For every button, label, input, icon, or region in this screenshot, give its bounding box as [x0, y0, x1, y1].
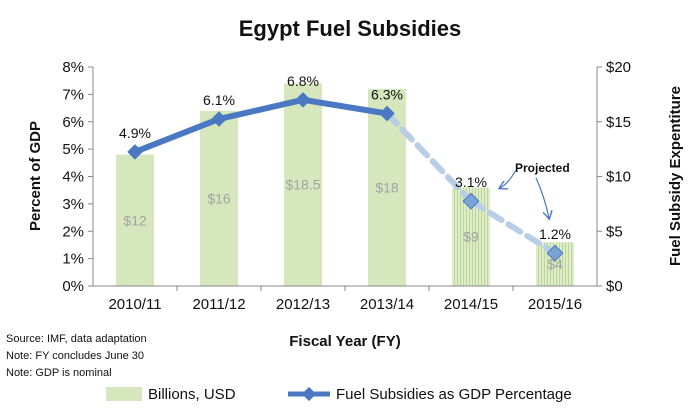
line-segment-2010/11-2011/12 [132, 116, 222, 155]
line-segment-2013/14-2014/15 [384, 110, 474, 205]
legend-bar-swatch [106, 387, 142, 401]
y-axis-right-title: Fuel Subsidy Expentiture [667, 86, 684, 266]
left-tick-label: 2% [62, 223, 84, 240]
line-series-layer [127, 92, 564, 262]
line-segment-2011/12-2012/13 [216, 96, 306, 123]
x-tick-label-2015/16: 2015/16 [528, 296, 582, 313]
x-tick-label-2014/15: 2014/15 [444, 296, 498, 313]
line-point-2015/16 [546, 244, 564, 262]
bar-2010/11 [116, 154, 154, 286]
x-tick-label-2011/12: 2011/12 [192, 296, 245, 313]
right-tick-label: $10 [606, 169, 631, 186]
bars-layer [116, 83, 574, 287]
line-label-2013/14: 6.3% [371, 87, 403, 103]
legend-line-marker [301, 386, 317, 402]
line-segment-2014/15-2015/16 [468, 198, 558, 257]
bar-label-2013/14: $18 [375, 179, 399, 195]
x-tick-label-2012/13: 2012/13 [276, 296, 330, 313]
line-point-2010/11 [127, 144, 143, 160]
gdp-note: Note: GDP is nominal [6, 367, 112, 379]
left-tick-label: 5% [62, 141, 84, 158]
projected-callout: Projected [515, 161, 570, 175]
right-tick-label: $0 [606, 278, 623, 295]
chart-title: Egypt Fuel Subsidies [239, 16, 461, 41]
line-label-2011/12: 6.1% [203, 92, 235, 108]
x-axis-title: Fiscal Year (FY) [289, 333, 400, 350]
fy-note: Note: FY concludes June 30 [6, 350, 144, 362]
projected-arrow-2 [535, 177, 549, 218]
left-tick-label: 0% [62, 278, 84, 295]
bar-2011/12 [200, 110, 238, 286]
bar-label-2014/15: $9 [463, 229, 479, 245]
left-tick-label: 6% [62, 114, 84, 131]
ticks-layer: 0% 1% 2% 3% 4% 5% 6% 7% 8% $0 $5 $10 $15 $20 2010/11 20… [62, 59, 631, 313]
left-tick-label: 1% [62, 251, 84, 268]
projected-arrow-1 [500, 169, 517, 188]
bar-label-2012/13: $18.5 [285, 177, 320, 193]
right-tick-label: $20 [606, 59, 631, 76]
legend-line-label: Fuel Subsidies as GDP Percentage [336, 386, 572, 403]
source-note: Source: IMF, data adaptation [6, 333, 147, 345]
bar-label-2015/16: $4 [547, 256, 563, 272]
line-label-2010/11: 4.9% [119, 125, 151, 141]
labels-layer: $12 $16 $18.5 $18 $9 $4 4.9% 6.1% 6.8% 6.3% 3.1% 1.… [119, 73, 571, 272]
bar-2012/13 [284, 83, 322, 286]
right-tick-label: $5 [606, 223, 623, 240]
legend-bar-label: Billions, USD [148, 386, 236, 403]
right-tick-label: $15 [606, 114, 631, 131]
bar-label-2010/11: $12 [123, 212, 147, 228]
x-tick-label-2010/11: 2010/11 [108, 296, 161, 313]
y-axis-left-title: Percent of GDP [27, 121, 44, 231]
left-tick-label: 3% [62, 196, 84, 213]
line-point-2011/12 [211, 111, 227, 127]
x-tick-label-2013/14: 2013/14 [360, 296, 414, 313]
bar-label-2011/12: $16 [207, 190, 231, 206]
line-point-2014/15 [462, 192, 480, 210]
left-tick-label: 4% [62, 169, 84, 186]
left-tick-label: 8% [62, 59, 84, 76]
line-label-2012/13: 6.8% [287, 73, 319, 89]
line-segment-2012/13-2013/14 [300, 96, 390, 117]
line-label-2014/15: 3.1% [455, 174, 487, 190]
line-label-2015/16: 1.2% [539, 226, 571, 242]
left-tick-label: 7% [62, 86, 84, 103]
bar-2013/14 [368, 88, 406, 287]
